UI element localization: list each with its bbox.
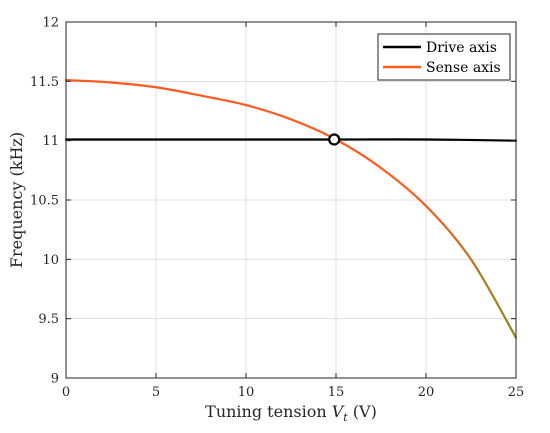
y-tick-label: 10.5	[30, 194, 59, 209]
x-axis-label: Tuning tension Vt (V)	[205, 402, 377, 424]
x-axis-ticks: 0 5 10 15 20 25	[62, 22, 524, 400]
y-tick-label: 10	[42, 253, 59, 268]
series-line-sense	[64, 79, 518, 339]
x-tick-label: 0	[62, 385, 70, 400]
series-layer	[64, 79, 518, 339]
y-tick-label: 9.5	[38, 312, 59, 327]
annotation-layer	[328, 133, 341, 146]
legend-label-drive: Drive axis	[426, 40, 497, 56]
y-tick-label: 9	[51, 372, 59, 387]
x-axis-label-var: V	[332, 402, 345, 421]
series-line-drive	[64, 138, 518, 142]
y-axis-ticks: 9 9.5 10 10.5 11 11.5 12	[30, 16, 516, 387]
x-axis-label-sub: t	[343, 411, 348, 424]
legend-box	[377, 33, 511, 81]
y-tick-label: 11	[42, 134, 59, 149]
x-tick-label: 10	[238, 385, 255, 400]
y-tick-label: 11.5	[30, 75, 59, 90]
x-axis-label-main: Tuning tension	[205, 402, 332, 421]
x-tick-label: 25	[508, 385, 525, 400]
y-axis-label: Frequency (kHz)	[7, 132, 26, 268]
x-tick-label: 5	[152, 385, 160, 400]
x-axis-label-unit: (V)	[348, 402, 377, 421]
x-tick-label: 20	[418, 385, 435, 400]
intersection-marker	[328, 133, 341, 146]
x-tick-label: 15	[328, 385, 345, 400]
legend-label-sense: Sense axis	[426, 60, 501, 76]
y-tick-label: 12	[42, 16, 59, 31]
legend: Drive axis Sense axis	[377, 33, 511, 81]
